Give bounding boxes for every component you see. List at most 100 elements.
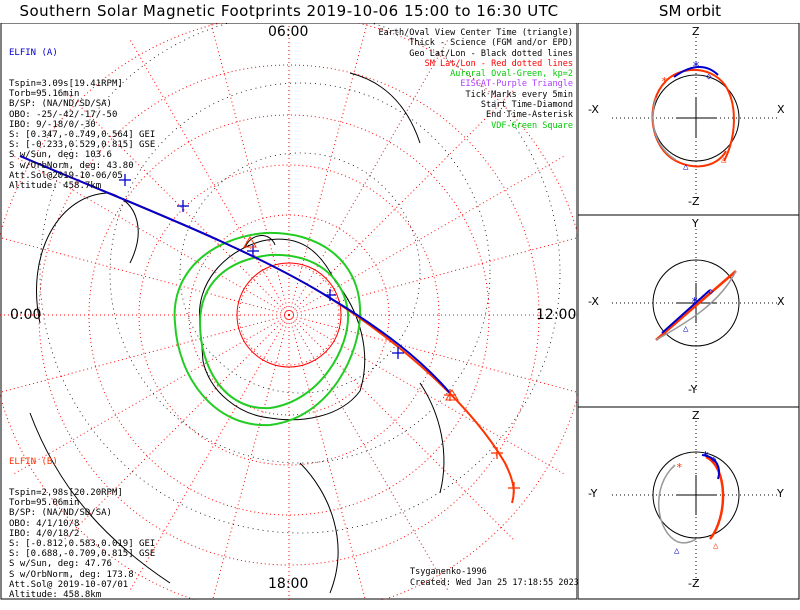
sm-xy-label-top: Y	[692, 217, 699, 230]
sm-orbit-b-yz	[705, 455, 725, 540]
sm-longitude-line	[62, 314, 290, 542]
svg-text:△: △	[683, 324, 689, 334]
sm-longitude-line	[288, 314, 516, 542]
elfin-b-info-line: IBO: 4/0/18/2	[9, 528, 80, 539]
sm-longitude-line	[11, 154, 290, 316]
sm-yz-label-top: Z	[692, 409, 700, 422]
sm-longitude-line	[0, 314, 290, 393]
sm-latitude-circle	[38, 64, 540, 566]
sm-longitude-line	[288, 88, 516, 316]
elfin-a-info-line: Tspin=3.09s[19.41RPM]	[9, 79, 123, 90]
sm-yz-label-left: -Y	[588, 487, 598, 500]
elfin-a-info-line: S: [0.347,-0.749,0.564] GEI	[9, 130, 156, 141]
elfin-a-info-line: Torb=95.16min	[9, 89, 80, 100]
auroral-oval-inner	[198, 253, 350, 410]
sm-orbit-a	[673, 66, 719, 78]
sm-longitude-line	[288, 314, 450, 593]
svg-text:△: △	[713, 541, 719, 551]
svg-text:*: *	[691, 295, 698, 309]
geo-latitude-circle	[39, 23, 561, 534]
elfin-b-info-line: S: [0.688,-0.709,0.815] GSE	[9, 549, 156, 560]
sm-xy-label-bottom: -Y	[688, 383, 698, 396]
geo-latitude-circle	[109, 82, 491, 464]
sm-xy-label-left: -X	[588, 295, 599, 308]
legend-item: SM Lat/Lon - Red dotted lines	[424, 58, 573, 69]
sm-longitude-line	[128, 314, 290, 593]
sm-panel-yz: * ◇ △ △ * Z -Z -Y Y	[577, 406, 800, 600]
svg-text:△: △	[674, 546, 680, 556]
sm-xz-label-left: -X	[588, 103, 599, 116]
svg-text:◇: ◇	[706, 72, 712, 82]
mlt-label-bottom: 18:00	[268, 576, 309, 592]
svg-text:△: △	[721, 155, 727, 165]
sm-orbit-b	[651, 80, 727, 168]
svg-text:*: *	[702, 449, 709, 463]
svg-text:◇: ◇	[708, 287, 714, 297]
elfin-a-info-line: Att.Sol@2019-10-06/05	[9, 170, 123, 181]
legend-item: Earth/Oval View Center Time (triangle)	[378, 28, 573, 38]
model-credit: Tsyganenko-1996	[410, 567, 487, 577]
sm-longitude-line	[62, 88, 290, 316]
view-center-triangle-a	[243, 236, 257, 248]
created-timestamp: Created: Wed Jan 25 17:18:55 2023	[410, 578, 579, 588]
legend-item: Auroral Oval-Green, kp=2	[450, 69, 573, 80]
sm-latitude-circle	[238, 264, 340, 366]
sm-latitude-circle	[138, 164, 440, 466]
sm-longitude-line	[128, 37, 290, 316]
sm-yz-label-right: Y	[777, 487, 784, 500]
elfin-b-info-line: S w/OrbNorm, deg: 173.8	[9, 569, 134, 580]
svg-text:*: *	[692, 60, 700, 75]
elfin-b-name: ELFIN (B)	[9, 457, 58, 468]
elfin-b-info-line: Att.Sol@ 2019-10-07/01	[9, 579, 129, 590]
sm-longitude-line	[288, 314, 366, 600]
elfin-a-name: ELFIN (A)	[9, 48, 58, 59]
sm-orbit-b-xy	[655, 270, 737, 341]
elfin-b-info-line: OBO: 4/1/10/8	[9, 518, 80, 529]
sm-longitude-line	[11, 314, 290, 476]
elfin-b-info-line: Altitude: 458.8km	[9, 590, 102, 601]
legend-item: Tick Marks every 5min	[465, 89, 573, 100]
elfin-a-info-line: Altitude: 458.7km	[9, 181, 102, 192]
sm-xz-label-right: X	[777, 103, 785, 116]
sm-xz-label-top: Z	[692, 25, 700, 38]
sm-pole-circle	[236, 262, 342, 368]
legend-item: End Time-Asterisk	[486, 110, 573, 121]
sm-panel-yz-plot: * ◇ △ △ *	[577, 406, 800, 600]
sm-yz-label-bottom: -Z	[688, 577, 700, 590]
coastline-segment	[299, 462, 339, 594]
auroral-oval-outer	[173, 231, 362, 427]
elfin-b-info-line: S: [-0.812,0.583,0.019] GEI	[9, 539, 156, 550]
elfin-a-info-line: IBO: 9/-18/0/-30	[9, 119, 96, 130]
elfin-a-info-line: B/SP: (NA/ND/SD/SA)	[9, 99, 112, 110]
elfin-b-info-line: S w/Sun, deg: 47.76	[9, 559, 112, 570]
elfin-a-info-line: OBO: -25/-42/-17/-50	[9, 109, 118, 120]
sm-panel-xz-plot: * ◇ △ △ *	[577, 22, 800, 216]
elfin-b-info: ELFIN (B) Tspin=2.98s[20.20RPM] Torb=95.0…	[9, 437, 155, 610]
legend-item: EISCAT-Purple Triangle	[460, 79, 573, 90]
polar-footprint-plot	[0, 23, 578, 600]
svg-text:*: *	[661, 75, 668, 88]
svg-text:*: *	[676, 461, 683, 474]
sm-longitude-line	[288, 154, 567, 316]
coastline-segment	[349, 72, 421, 144]
mlt-label-top: 06:00	[268, 24, 309, 40]
sm-panel-xz: * ◇ △ △ * Z -Z -X X	[577, 22, 800, 216]
svg-text:◇: ◇	[711, 455, 717, 465]
elfin-b-info-line: Tspin=2.98s[20.20RPM]	[9, 488, 123, 499]
geo-latitude-circle	[179, 152, 421, 394]
elfin-a-info-line: S w/OrbNorm, deg: 43.80	[9, 160, 134, 171]
mlt-label-left: 0:00	[10, 307, 42, 323]
elfin-a-info-line: S w/Sun, deg: 103.6	[9, 150, 112, 161]
elfin-a-info: ELFIN (A) Tspin=3.09s[19.41RPM] Torb=95.1…	[9, 28, 155, 201]
sm-longitude-line	[288, 23, 368, 316]
elfin-b-info-line: Torb=95.06min	[9, 498, 80, 509]
sm-longitude-line	[288, 314, 578, 393]
legend-item: VDF-Green Square	[491, 120, 573, 131]
sm-xz-label-bottom: -Z	[688, 195, 700, 208]
sm-xy-label-right: X	[777, 295, 785, 308]
legend: Earth/Oval View Center Time (triangle) Th…	[379, 28, 573, 131]
sm-longitude-line	[288, 37, 450, 316]
legend-item: Thick - Science (FGM and/or EPD)	[409, 38, 573, 49]
coastline-segment	[36, 192, 139, 324]
sm-panel-xy-plot: * ◇ △	[577, 214, 800, 408]
